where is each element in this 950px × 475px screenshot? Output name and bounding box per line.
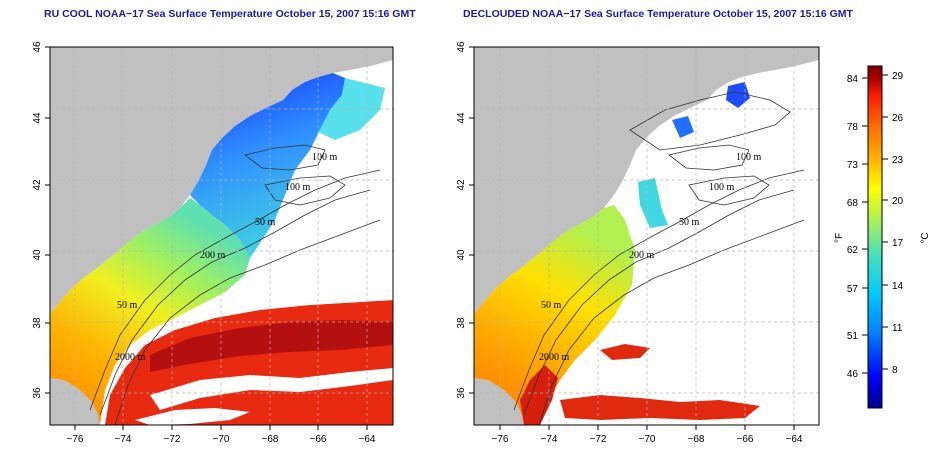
celsius-tick-label: 8 bbox=[892, 365, 898, 376]
right-panel-title: DECLOUDED NOAA−17 Sea Surface Temperatur… bbox=[463, 8, 853, 20]
lon-tick-label: −70 bbox=[213, 434, 230, 445]
isobath-label: 200 m bbox=[200, 250, 226, 261]
celsius-tick-label: 26 bbox=[892, 113, 904, 124]
lon-tick-label: −64 bbox=[359, 434, 376, 445]
isobath-label: 100 m bbox=[709, 182, 735, 193]
lon-tick-label: −74 bbox=[115, 434, 132, 445]
lat-tick-label: 46 bbox=[32, 41, 43, 53]
fahrenheit-tick-label: 73 bbox=[847, 160, 859, 171]
isobath-label: 100 m bbox=[312, 152, 338, 163]
right-graticule bbox=[474, 47, 819, 425]
lat-tick-label: 36 bbox=[32, 387, 43, 399]
left-deep-red-band bbox=[150, 320, 393, 372]
lon-tick-label: −66 bbox=[737, 434, 754, 445]
colorbar-fahrenheit-labels: 84 78 73 68 62 57 51 46 bbox=[847, 74, 859, 380]
right-axis-ticks bbox=[469, 46, 795, 430]
isobath-label: 50 m bbox=[117, 300, 138, 311]
lon-tick-label: −64 bbox=[786, 434, 803, 445]
isobath-label: 50 m bbox=[679, 217, 700, 228]
fahrenheit-tick-label: 68 bbox=[847, 198, 859, 209]
isobath-label: 50 m bbox=[541, 300, 562, 311]
lat-tick-label: 40 bbox=[32, 249, 43, 261]
celsius-tick-label: 29 bbox=[892, 71, 904, 82]
right-blue-patch bbox=[726, 82, 750, 108]
fahrenheit-tick-label: 57 bbox=[847, 284, 859, 295]
right-shelf-water bbox=[474, 205, 635, 425]
celsius-tick-label: 17 bbox=[892, 238, 904, 249]
right-isobaths bbox=[513, 91, 805, 425]
right-lon-labels: −76 −74 −72 −70 −68 −66 −64 bbox=[492, 434, 803, 445]
colorbar-celsius-unit: °C bbox=[920, 232, 931, 243]
lon-tick-label: −72 bbox=[590, 434, 607, 445]
lat-tick-label: 44 bbox=[32, 112, 43, 124]
colorbar-ticks bbox=[862, 74, 888, 374]
lat-tick-label: 36 bbox=[456, 387, 467, 399]
left-isobath-labels: 100 m 100 m 50 m 200 m 50 m 2000 m bbox=[115, 152, 338, 363]
isobath-label: 2000 m bbox=[539, 352, 570, 363]
right-landmass-south bbox=[474, 378, 524, 425]
right-landmass bbox=[474, 47, 819, 314]
lat-tick-label: 40 bbox=[456, 249, 467, 261]
left-cloud-streak bbox=[150, 368, 393, 410]
left-landmass bbox=[50, 47, 393, 314]
isobath-label: 100 m bbox=[736, 152, 762, 163]
lon-tick-label: −74 bbox=[541, 434, 558, 445]
lat-tick-label: 42 bbox=[32, 179, 43, 191]
lat-tick-label: 44 bbox=[456, 112, 467, 124]
lon-tick-label: −68 bbox=[262, 434, 279, 445]
left-panel-title: RU COOL NOAA−17 Sea Surface Temperature … bbox=[44, 8, 416, 20]
lat-tick-label: 38 bbox=[32, 317, 43, 329]
isobath-label: 50 m bbox=[255, 217, 276, 228]
lon-tick-label: −72 bbox=[164, 434, 181, 445]
lat-tick-label: 42 bbox=[456, 179, 467, 191]
fahrenheit-tick-label: 78 bbox=[847, 122, 859, 133]
left-graticule bbox=[50, 47, 393, 425]
left-cool-water bbox=[190, 73, 345, 258]
left-map: 100 m 100 m 50 m 200 m 50 m 2000 m bbox=[50, 47, 393, 425]
colorbar: 84 78 73 68 62 57 51 46 29 26 23 20 17 1… bbox=[834, 65, 931, 409]
colorbar-fahrenheit-unit: °F bbox=[834, 233, 845, 243]
isobath-label: 200 m bbox=[629, 250, 655, 261]
celsius-tick-label: 11 bbox=[892, 323, 903, 334]
lon-tick-label: −76 bbox=[492, 434, 509, 445]
celsius-tick-label: 20 bbox=[892, 196, 904, 207]
celsius-tick-label: 23 bbox=[892, 155, 904, 166]
right-lat-labels: 46 44 42 40 38 36 bbox=[456, 41, 467, 399]
lat-tick-label: 38 bbox=[456, 317, 467, 329]
fahrenheit-tick-label: 46 bbox=[847, 369, 859, 380]
colorbar-celsius-labels: 29 26 23 20 17 14 11 8 bbox=[892, 71, 904, 376]
isobath-label: 100 m bbox=[285, 182, 311, 193]
right-blue-patch bbox=[672, 116, 694, 138]
left-isobaths bbox=[89, 144, 381, 425]
fahrenheit-tick-label: 51 bbox=[847, 331, 859, 342]
colorbar-scale bbox=[867, 65, 883, 409]
isobath-label: 2000 m bbox=[115, 352, 146, 363]
right-red-patch bbox=[600, 344, 650, 360]
lat-tick-label: 46 bbox=[456, 41, 467, 53]
left-lon-labels: −76 −74 −72 −70 −68 −66 −64 bbox=[67, 434, 376, 445]
right-isobath-labels: 100 m 100 m 50 m 200 m 50 m 2000 m bbox=[539, 152, 762, 363]
right-map: 100 m 100 m 50 m 200 m 50 m 2000 m bbox=[474, 47, 819, 425]
lon-tick-label: −76 bbox=[67, 434, 84, 445]
left-axis-ticks bbox=[45, 46, 368, 430]
lon-tick-label: −70 bbox=[639, 434, 656, 445]
celsius-tick-label: 14 bbox=[892, 281, 904, 292]
right-cyan-patch bbox=[638, 178, 668, 228]
fahrenheit-tick-label: 84 bbox=[847, 74, 859, 85]
lon-tick-label: −66 bbox=[310, 434, 327, 445]
left-cloud-region bbox=[255, 175, 393, 305]
right-red-coastal bbox=[520, 365, 558, 425]
fahrenheit-tick-label: 62 bbox=[847, 245, 859, 256]
left-shelf-water bbox=[50, 198, 250, 425]
lon-tick-label: −68 bbox=[688, 434, 705, 445]
left-lat-labels: 46 44 42 40 38 36 bbox=[32, 41, 43, 399]
right-red-patch bbox=[560, 395, 760, 420]
